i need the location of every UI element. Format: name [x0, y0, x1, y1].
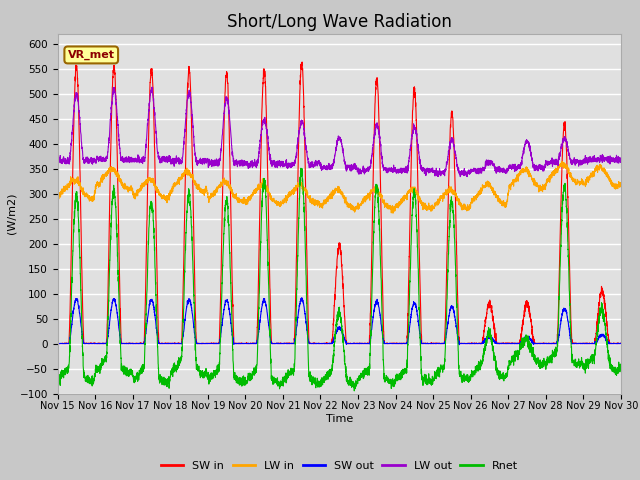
Y-axis label: (W/m2): (W/m2)	[7, 193, 17, 234]
SW in	[466, 341, 474, 347]
Rnet	[54, 378, 61, 384]
LW in	[318, 205, 326, 211]
LW in	[155, 191, 163, 196]
LW in	[617, 183, 625, 189]
LW out	[617, 157, 625, 163]
Rnet	[435, 366, 442, 372]
SW in	[435, 340, 442, 346]
SW in	[319, 341, 326, 347]
SW out	[298, 295, 306, 301]
SW in	[498, 340, 506, 346]
Text: VR_met: VR_met	[68, 50, 115, 60]
LW in	[54, 194, 61, 200]
LW out	[435, 173, 442, 179]
Line: SW out: SW out	[58, 298, 621, 345]
SW in	[155, 339, 163, 345]
LW in	[435, 199, 442, 204]
SW in	[616, 341, 624, 347]
LW out	[155, 156, 163, 162]
SW in	[54, 341, 61, 347]
LW out	[466, 170, 474, 176]
LW in	[389, 210, 397, 216]
Rnet	[617, 367, 625, 372]
SW out	[54, 341, 61, 347]
SW out	[498, 341, 506, 347]
LW out	[148, 84, 156, 90]
SW out	[155, 341, 163, 347]
SW in	[617, 340, 625, 346]
LW out	[616, 156, 624, 161]
Line: LW in: LW in	[58, 162, 621, 213]
Rnet	[155, 374, 163, 380]
Line: SW in: SW in	[58, 62, 621, 344]
Rnet	[466, 375, 474, 381]
LW in	[616, 180, 624, 185]
Rnet	[616, 365, 624, 371]
LW out	[456, 174, 464, 180]
Line: Rnet: Rnet	[58, 168, 621, 391]
SW out	[319, 341, 326, 347]
LW out	[319, 165, 326, 170]
Title: Short/Long Wave Radiation: Short/Long Wave Radiation	[227, 12, 452, 31]
Legend: SW in, LW in, SW out, LW out, Rnet: SW in, LW in, SW out, LW out, Rnet	[156, 457, 522, 476]
SW out	[456, 342, 463, 348]
Rnet	[319, 380, 326, 386]
Rnet	[498, 375, 506, 381]
LW out	[498, 168, 506, 173]
LW in	[466, 206, 474, 212]
SW in	[298, 59, 306, 65]
SW out	[466, 341, 474, 347]
X-axis label: Time: Time	[326, 414, 353, 424]
Line: LW out: LW out	[58, 87, 621, 177]
LW in	[558, 159, 566, 165]
LW in	[498, 199, 506, 205]
LW out	[54, 157, 61, 163]
SW in	[54, 341, 61, 347]
SW out	[616, 341, 624, 347]
Rnet	[351, 388, 358, 394]
Rnet	[297, 165, 305, 171]
SW out	[435, 340, 442, 346]
SW out	[617, 340, 625, 346]
